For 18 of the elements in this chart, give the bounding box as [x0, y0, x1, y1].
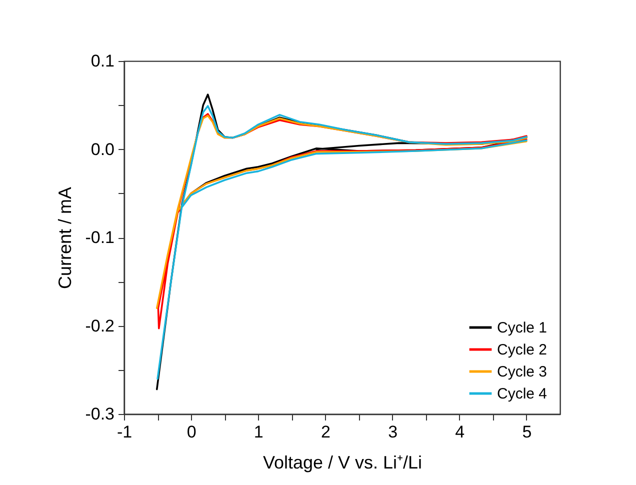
x-axis-title: Voltage / V vs. Li⁺/Li — [262, 452, 422, 472]
legend-label: Cycle 4 — [497, 386, 548, 402]
y-tick-label: -0.2 — [85, 316, 114, 336]
x-tick-label: 0 — [186, 422, 196, 442]
legend-label: Cycle 1 — [497, 320, 548, 336]
legend-label: Cycle 3 — [497, 364, 548, 380]
x-tick-label: 1 — [254, 422, 264, 442]
x-tick-label: 5 — [522, 422, 532, 442]
x-tick-label: 4 — [455, 422, 465, 442]
y-tick-label: -0.1 — [85, 228, 114, 247]
y-axis-title: Current / mA — [55, 186, 76, 290]
y-tick-label: -0.3 — [85, 404, 114, 424]
y-tick-label: 0.0 — [90, 140, 114, 159]
x-tick-label: -1 — [116, 422, 132, 442]
y-tick-label: 0.1 — [90, 52, 114, 70]
x-tick-label: 2 — [320, 422, 330, 442]
legend-label: Cycle 2 — [497, 342, 548, 358]
x-tick-label: 3 — [388, 422, 398, 442]
